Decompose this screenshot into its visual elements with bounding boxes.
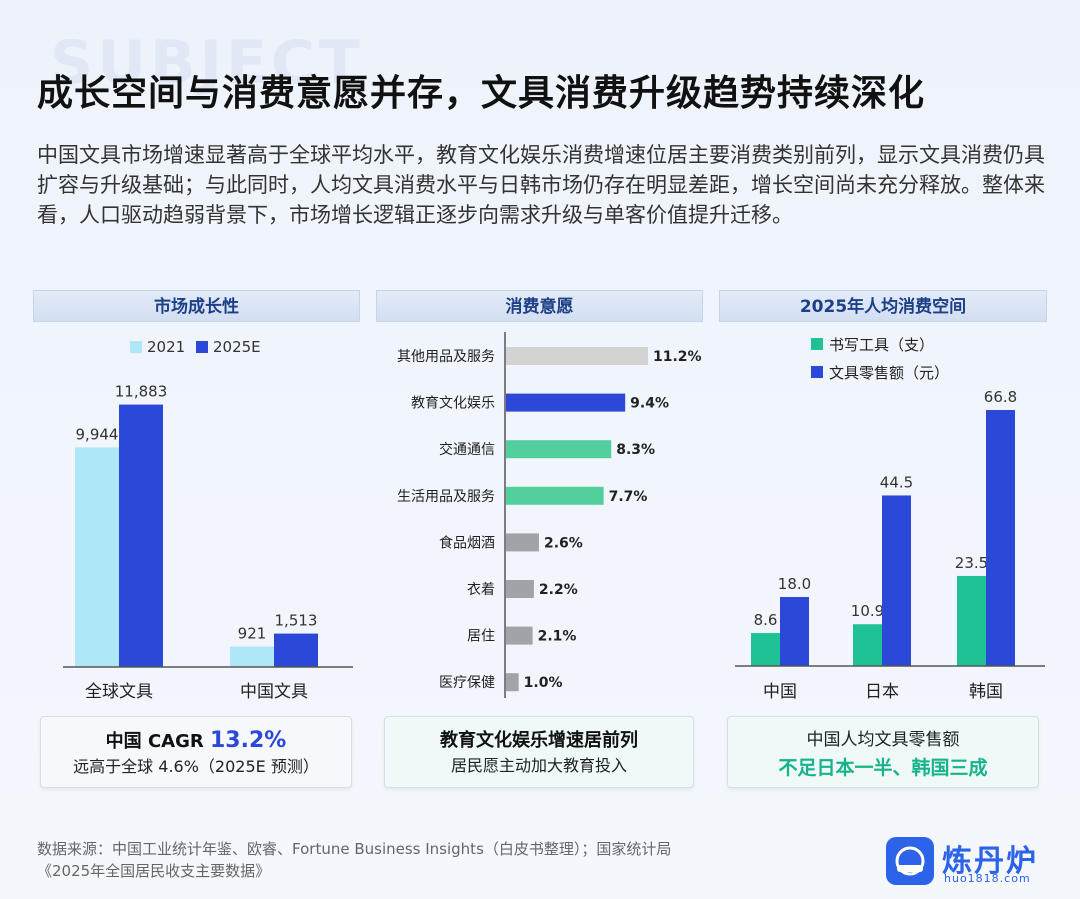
bar-label-0-1: 18.0 (778, 575, 811, 593)
page-description: 中国文具市场增速显著高于全球平均水平，教育文化娱乐消费增速位居主要消费类别前列，… (37, 143, 1045, 227)
hbar-2 (506, 440, 612, 459)
y-tick-6: 居住 (467, 629, 495, 645)
hbar-label-7: 1.0% (524, 675, 563, 691)
summary-willingness-line2: 居民愿主动加大教育投入 (450, 756, 627, 775)
y-tick-2: 交通通信 (439, 441, 495, 458)
summary-willingness-line1: 教育文化娱乐增速居前列 (440, 730, 638, 751)
x-tick-1: 中国文具 (240, 682, 308, 702)
bar-label-1-1: 1,513 (275, 612, 318, 630)
logo-name: 炼丹炉 (942, 844, 1038, 879)
logo-mark-icon (886, 837, 934, 885)
bar-label-1-0: 10.9 (851, 602, 884, 620)
summary-box-percapita: 中国人均文具零售额 不足日本一半、韩国三成 (727, 716, 1039, 788)
legend-swatch-1 (811, 366, 823, 378)
bar-label-0-0: 8.6 (754, 611, 778, 629)
data-source-line2: 《2025年全国居民收支主要数据》 (37, 862, 271, 880)
panel-header-percapita: 2025年人均消费空间 (719, 290, 1047, 322)
y-tick-1: 教育文化娱乐 (411, 396, 495, 412)
hbar-7 (506, 673, 519, 692)
summary-box-willingness: 教育文化娱乐增速居前列 居民愿主动加大教育投入 (384, 716, 694, 788)
hbar-4 (506, 533, 539, 552)
hbar-label-5: 2.2% (539, 582, 578, 598)
bar-0-1 (119, 404, 163, 667)
summary-box-growth: 中国 CAGR 13.2% 远高于全球 4.6%（2025E 预测） (40, 716, 352, 788)
legend-swatch-0 (130, 341, 142, 353)
bar-1-0 (230, 646, 274, 667)
y-tick-0: 其他用品及服务 (397, 349, 495, 365)
y-tick-3: 生活用品及服务 (397, 489, 495, 505)
bar-0-1 (780, 597, 809, 666)
summary-percapita-line1: 中国人均文具零售额 (806, 730, 960, 750)
hbar-label-4: 2.6% (544, 535, 583, 551)
legend-label-1: 文具零售额（元） (829, 364, 949, 382)
summary-growth-prefix: 中国 CAGR (105, 731, 210, 752)
bar-2-0 (957, 575, 986, 666)
bar-0-0 (75, 447, 119, 667)
data-source: 数据来源：中国工业统计年鉴、欧睿、Fortune Business Insigh… (37, 838, 671, 882)
panel-header-growth: 市场成长性 (33, 290, 360, 322)
legend-label-0: 书写工具（支） (829, 336, 934, 354)
legend-label-1: 2025E (213, 338, 261, 356)
hbar-1 (506, 393, 626, 412)
bar-label-0-0: 9,944 (76, 425, 119, 443)
watermark: SUBJECT (50, 28, 364, 98)
bar-2-1 (986, 410, 1015, 666)
legend-swatch-0 (811, 338, 823, 350)
logo-url: huo1818.com (944, 872, 1031, 885)
summary-growth-cagr: 13.2% (209, 728, 287, 753)
hbar-label-0: 11.2% (653, 349, 702, 365)
bar-label-2-0: 23.5 (955, 554, 988, 572)
hbar-5 (506, 580, 534, 598)
hbar-3 (506, 486, 604, 505)
per-capita-chart: 书写工具（支） 文具零售额（元） 8.618.0 中国 10.9 44.5 日本 23.5 66… (735, 336, 1045, 702)
bar-label-1-0: 921 (238, 625, 267, 643)
bar-1-0 (853, 624, 882, 666)
hbar-label-6: 2.1% (538, 629, 577, 645)
bar-1-1 (274, 633, 318, 667)
summary-growth-line2: 远高于全球 4.6%（2025E 预测） (73, 757, 319, 776)
hbar-label-2: 8.3% (616, 442, 655, 458)
summary-percapita-line2: 不足日本一半、韩国三成 (778, 757, 988, 779)
x-tick-2: 韩国 (969, 682, 1003, 702)
y-tick-5: 衣着 (467, 582, 495, 598)
bar-0-0 (751, 633, 780, 666)
legend-label-0: 2021 (147, 338, 185, 356)
bar-1-1 (882, 495, 911, 666)
bar-label-0-1: 11,883 (115, 383, 168, 401)
x-tick-0: 中国 (763, 682, 797, 702)
summary-growth-line1: 中国 CAGR 13.2% (41, 728, 351, 755)
x-tick-0: 全球文具 (85, 682, 153, 702)
y-tick-7: 医疗保健 (439, 675, 495, 691)
x-tick-1: 日本 (865, 682, 899, 702)
data-source-line1: 数据来源：中国工业统计年鉴、欧睿、Fortune Business Insigh… (37, 840, 672, 858)
panel-header-willingness: 消费意愿 (376, 290, 703, 322)
y-tick-4: 食品烟酒 (439, 534, 495, 551)
page-title: 成长空间与消费意愿并存，文具消费升级趋势持续深化 (37, 73, 926, 114)
hbar-label-1: 9.4% (630, 396, 669, 412)
hbar-6 (506, 626, 533, 645)
bar-label-2-1: 66.8 (984, 388, 1017, 406)
bar-label-1-1: 44.5 (880, 473, 913, 491)
hbar-label-3: 7.7% (609, 489, 648, 505)
hbar-0 (506, 347, 648, 365)
legend-swatch-1 (196, 341, 208, 353)
market-growth-chart: 2021 2025E 9,944 11,883 全球文具 921 1,513 中国文具 (63, 338, 353, 702)
consumption-willingness-chart: 其他用品及服务 11.2% 教育文化娱乐 9.4% 交通通信 8.3% 生活用品及服务 7.7… (397, 332, 702, 698)
